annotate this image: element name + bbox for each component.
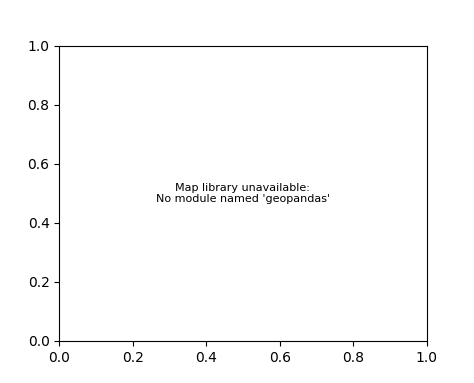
- Text: Map library unavailable:
No module named 'geopandas': Map library unavailable: No module named…: [156, 183, 330, 204]
